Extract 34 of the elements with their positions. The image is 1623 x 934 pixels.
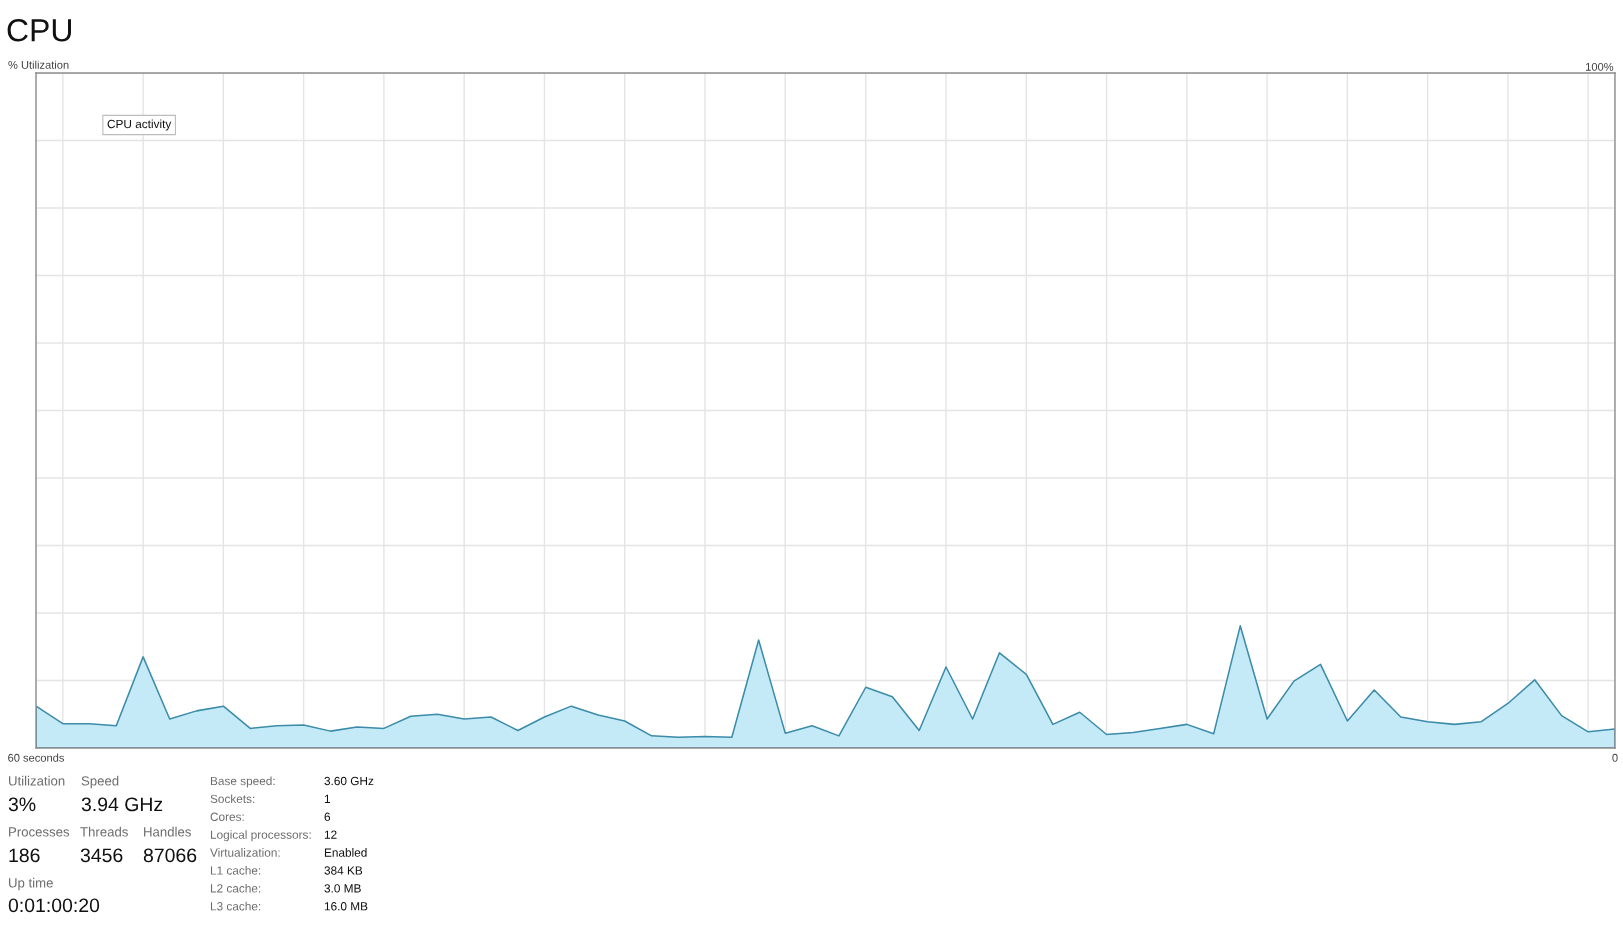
text: 1 (324, 794, 330, 803)
text: 16.0 MB (324, 902, 368, 911)
x-tick-label: 60 seconds (8, 753, 65, 762)
annotation: CPU activity (107, 119, 172, 131)
text: 3456 (80, 848, 123, 863)
text: L2 cache: (210, 883, 261, 893)
text: 3% (8, 797, 36, 812)
text: Utilization (9, 775, 65, 786)
text: Processes (9, 827, 70, 837)
text: L1 cache: (210, 866, 261, 875)
text: 12 (324, 830, 337, 839)
x-tick-label: 0 (1612, 753, 1618, 762)
chart-title: CPU (7, 18, 71, 42)
text: Logical processors: (210, 830, 311, 842)
text: Up time (9, 877, 53, 891)
text: Enabled (324, 848, 367, 857)
text: 384 KB (324, 866, 363, 875)
y-axis-title: % Utilization (8, 60, 69, 69)
y-tick-label: 100% (1586, 62, 1614, 71)
text: 186 (9, 848, 40, 863)
text: 3.94 GHz (81, 797, 163, 812)
text: 3.0 MB (324, 884, 361, 893)
text: 3.60 GHz (324, 776, 374, 786)
text: Virtualization: (210, 848, 280, 857)
text: L3 cache: (210, 901, 261, 911)
text: 87066 (143, 848, 197, 863)
text: Base speed: (210, 776, 275, 788)
text: 6 (324, 812, 331, 821)
text: Speed (81, 775, 119, 789)
text: Threads (80, 826, 128, 837)
text: Cores: (210, 812, 244, 821)
text: Handles (144, 826, 191, 837)
text: Sockets: (210, 794, 255, 804)
text: 0:01:00:20 (8, 898, 100, 913)
